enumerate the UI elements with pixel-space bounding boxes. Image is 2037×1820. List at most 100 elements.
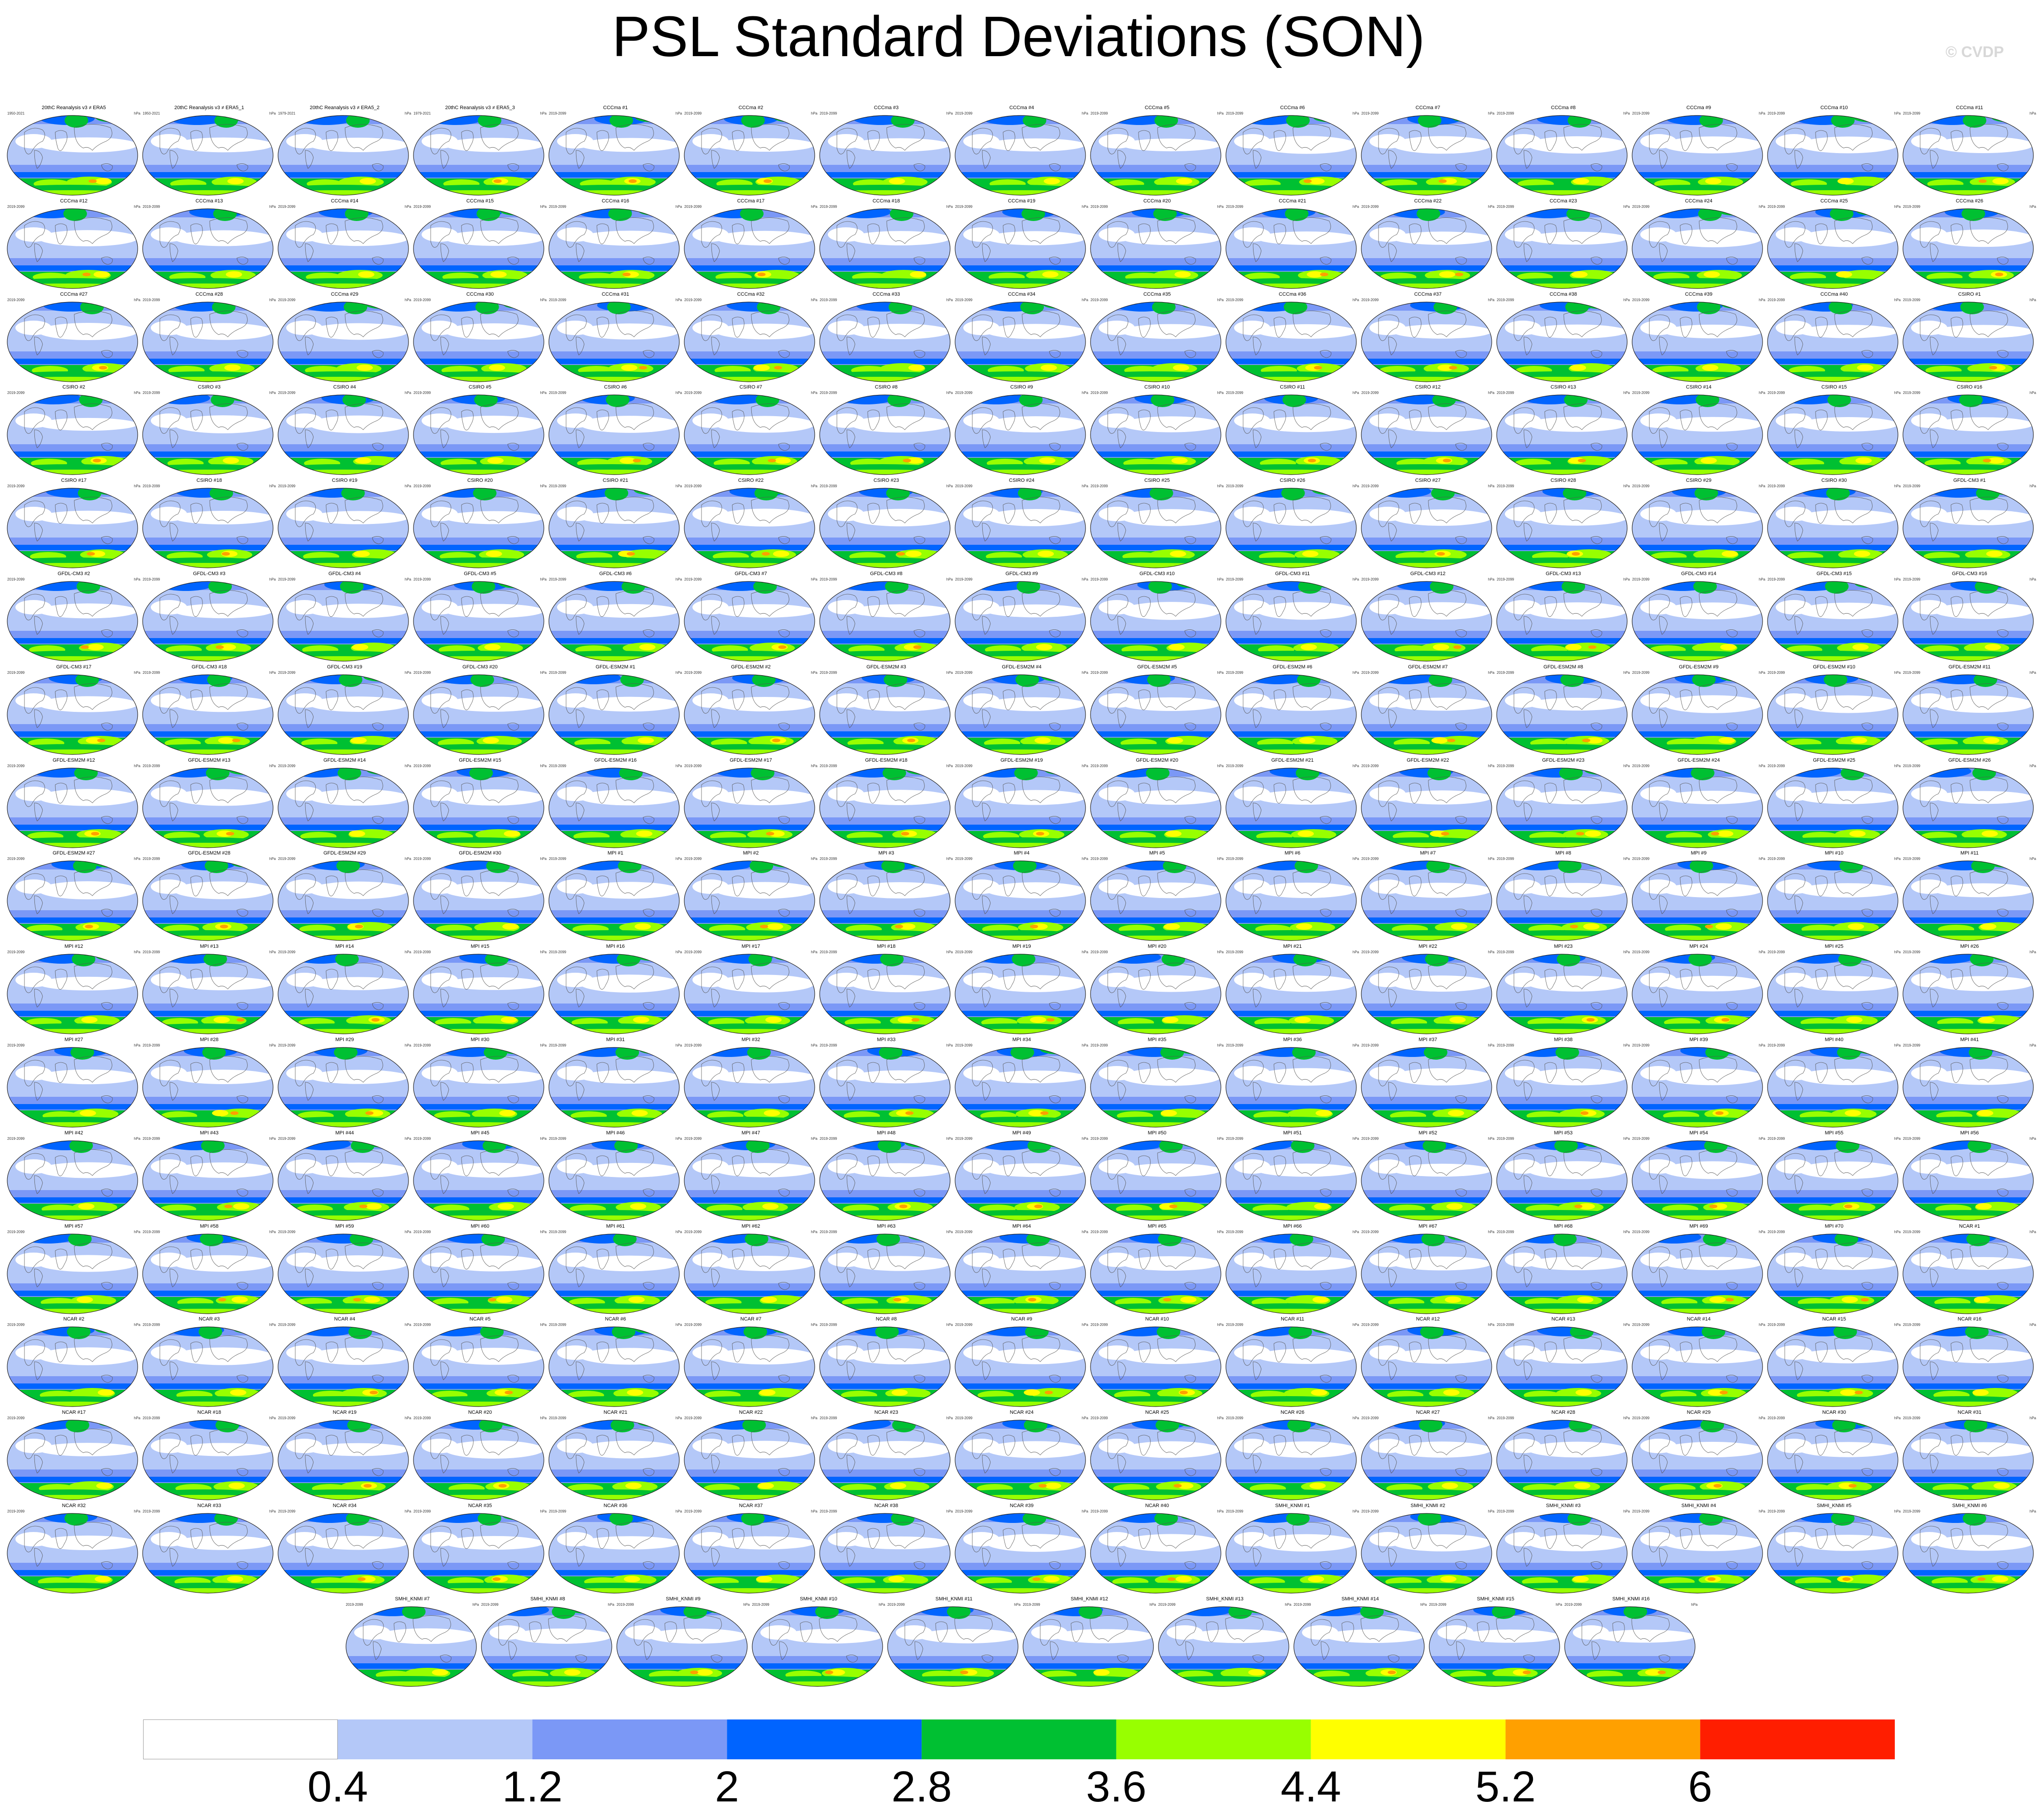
- map-panel: GFDL-CM3 #13 2019-2099 hPa: [1496, 571, 1631, 664]
- map-field: [1767, 1513, 1898, 1594]
- colorbar-tick-label: 2.8: [891, 1762, 952, 1811]
- panel-unit: hPa: [540, 1509, 547, 1513]
- map-panel: GFDL-ESM2M #20 2019-2099 hPa: [1090, 758, 1225, 850]
- map-field: [1902, 581, 2034, 662]
- panel-unit: hPa: [811, 577, 817, 581]
- panel-period: 2019-2099: [820, 764, 837, 768]
- map-panel: CSIRO #29 2019-2099 hPa: [1631, 478, 1766, 571]
- map-panel: CCCma #16 2019-2099 hPa: [548, 198, 683, 291]
- panel-unit: hPa: [879, 1602, 885, 1607]
- map-field: [1902, 301, 2034, 382]
- map-field: [413, 767, 544, 848]
- panel-period: 2019-2099: [684, 857, 702, 861]
- panel-title: SMHI_KNMI #16: [1612, 1596, 1650, 1602]
- panel-period: 1950-2021: [7, 111, 25, 115]
- panel-period: 2019-2099: [1361, 1416, 1379, 1421]
- panel-unit: hPa: [1894, 1509, 1901, 1513]
- panel-title: NCAR #16: [1957, 1316, 1982, 1322]
- map-panel: MPI #41 2019-2099 hPa: [1902, 1037, 2037, 1130]
- panel-period: 2019-2099: [278, 1509, 296, 1513]
- map-field: [142, 301, 274, 382]
- panel-title: CSIRO #24: [1009, 478, 1035, 484]
- panel-title: GFDL-ESM2M #12: [53, 757, 95, 763]
- panel-title: GFDL-CM3 #5: [464, 571, 496, 576]
- panel-period: 2019-2099: [684, 1136, 702, 1141]
- panel-title: CCCma #20: [1143, 198, 1171, 204]
- panel-title: MPI #51: [1283, 1130, 1302, 1136]
- panel-period: 2019-2099: [684, 670, 702, 675]
- colorbar-swatch: [532, 1719, 727, 1759]
- panel-period: 2019-2099: [346, 1602, 363, 1607]
- map-field: [1225, 1326, 1357, 1407]
- panel-title: MPI #8: [1555, 850, 1571, 856]
- panel-period: 2019-2099: [1091, 950, 1108, 955]
- panel-period: 2019-2099: [1226, 857, 1244, 861]
- panel-period: 2019-2099: [7, 577, 25, 581]
- panel-period: 2019-2099: [549, 298, 567, 302]
- map-field: [1361, 674, 1492, 755]
- map-panel: MPI #68 2019-2099 hPa: [1496, 1224, 1631, 1316]
- panel-title: MPI #30: [471, 1037, 490, 1042]
- panel-title: NCAR #14: [1686, 1316, 1711, 1322]
- map-field: [684, 208, 815, 289]
- panel-period: 2019-2099: [143, 204, 160, 209]
- panel-unit: hPa: [946, 1509, 953, 1513]
- map-panel: MPI #69 2019-2099 hPa: [1631, 1224, 1766, 1316]
- panel-period: 2019-2099: [413, 391, 431, 395]
- panel-period: 2019-2099: [1903, 1509, 1921, 1513]
- map-field: [1632, 301, 1763, 382]
- map-panel: MPI #47 2019-2099 hPa: [683, 1130, 818, 1223]
- panel-period: 2019-2099: [549, 1509, 567, 1513]
- map-panel: MPI #55 2019-2099 hPa: [1767, 1130, 1902, 1223]
- panel-period: 2019-2099: [143, 484, 160, 489]
- map-field: [1902, 1140, 2034, 1221]
- panel-title: MPI #35: [1148, 1037, 1167, 1042]
- map-field: [1632, 674, 1763, 755]
- panel-period: 2019-2099: [1497, 764, 1514, 768]
- panel-unit: hPa: [675, 857, 682, 861]
- panel-period: 2019-2099: [1768, 1416, 1785, 1421]
- panel-period: 2019-2099: [1497, 298, 1514, 302]
- map-field: [142, 954, 274, 1034]
- map-field: [142, 1420, 274, 1500]
- map-field: [1361, 1513, 1492, 1594]
- panel-period: 2019-2099: [820, 857, 837, 861]
- map-field: [1496, 1420, 1628, 1500]
- panel-unit: hPa: [2029, 1323, 2036, 1327]
- map-panel: CSIRO #6 2019-2099 hPa: [548, 384, 683, 477]
- map-panel: MPI #28 2019-2099 hPa: [142, 1037, 277, 1130]
- panel-title: 20thC Reanalysis v3 ≠ ERA5_1: [174, 105, 244, 110]
- panel-unit: hPa: [1623, 950, 1630, 955]
- panel-title: GFDL-ESM2M #1: [596, 664, 635, 670]
- panel-title: NCAR #5: [469, 1316, 491, 1322]
- map-field: [1361, 1233, 1492, 1314]
- map-field: [7, 488, 138, 568]
- panel-period: 2019-2099: [1903, 204, 1921, 209]
- map-field: [887, 1606, 1018, 1687]
- panel-title: GFDL-CM3 #19: [327, 664, 362, 670]
- panel-title: MPI #44: [335, 1130, 354, 1136]
- panel-period: 2019-2099: [820, 1509, 837, 1513]
- map-panel: MPI #9 2019-2099 hPa: [1631, 850, 1766, 943]
- map-panel: MPI #59 2019-2099 hPa: [277, 1224, 412, 1316]
- map-field: [142, 115, 274, 196]
- panel-title: MPI #13: [200, 944, 219, 950]
- panel-title: NCAR #11: [1281, 1316, 1304, 1322]
- panel-period: 2019-2099: [820, 1416, 837, 1421]
- map-panel: MPI #7 2019-2099 hPa: [1360, 850, 1495, 943]
- panel-unit: hPa: [1352, 670, 1359, 675]
- panel-unit: hPa: [269, 391, 276, 395]
- map-field: [1428, 1606, 1560, 1687]
- panel-unit: hPa: [1217, 298, 1224, 302]
- panel-title: GFDL-ESM2M #2: [731, 664, 771, 670]
- map-field: [1632, 115, 1763, 196]
- panel-title: MPI #60: [471, 1223, 490, 1229]
- panel-unit: hPa: [1217, 764, 1224, 768]
- panel-unit: hPa: [1758, 111, 1765, 115]
- panel-period: 2019-2099: [1023, 1602, 1040, 1607]
- map-panel: SMHI_KNMI #3 2019-2099 hPa: [1496, 1503, 1631, 1596]
- panel-period: 1950-2021: [143, 111, 160, 115]
- panel-unit: hPa: [1352, 1136, 1359, 1141]
- panel-title: MPI #54: [1689, 1130, 1708, 1136]
- panel-period: 2019-2099: [7, 391, 25, 395]
